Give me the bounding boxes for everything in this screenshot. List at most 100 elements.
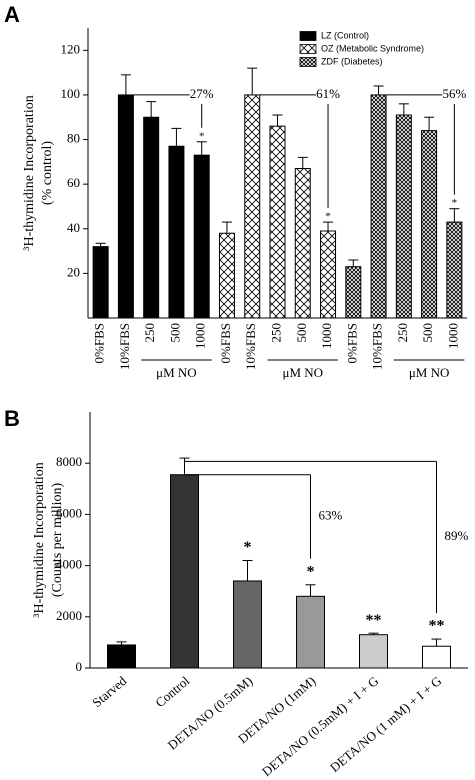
y-tick-label: 0	[76, 659, 83, 674]
error-bar	[305, 584, 316, 597]
bar	[422, 645, 451, 669]
change-label: 89%	[445, 528, 469, 543]
bar	[92, 246, 109, 319]
y-tick-label: 80	[67, 131, 80, 146]
legend-swatch	[299, 31, 317, 41]
x-tick-label: 500	[420, 323, 435, 343]
bar	[294, 168, 311, 319]
x-tick-label: 500	[167, 323, 182, 343]
x-tick-label: DETA/NO (0.5mM) + I + G	[259, 673, 381, 779]
x-tick-label: 0%FBS	[218, 323, 233, 363]
bar	[143, 116, 160, 319]
x-tick-label: 250	[395, 323, 410, 343]
error-bar	[348, 259, 359, 267]
significance-marker: **	[429, 618, 445, 635]
y-tick-label: 8000	[56, 454, 82, 469]
bar	[218, 232, 235, 319]
x-tick-label: 1000	[445, 323, 460, 349]
bar	[193, 154, 210, 319]
legend-label: OZ (Metabolic Syndrome)	[321, 43, 424, 53]
y-tick-label: 4000	[56, 557, 82, 572]
change-label: 61%	[316, 86, 340, 101]
y-tick-label: 100	[61, 86, 81, 101]
bar	[107, 644, 136, 669]
bar	[117, 94, 134, 319]
legend-label: LZ (Control)	[321, 30, 369, 40]
error-bar	[272, 114, 283, 127]
y-tick-label: 60	[67, 175, 80, 190]
error-bar	[242, 559, 253, 581]
error-bar	[368, 632, 379, 635]
significance-marker: **	[366, 612, 382, 629]
bar	[446, 221, 463, 319]
error-bar	[297, 156, 308, 169]
x-tick-label: 500	[294, 323, 309, 343]
error-bar	[120, 74, 131, 95]
x-tick-label: 10%FBS	[243, 323, 258, 370]
x-tick-label: DETA/NO (1 mM) + I + G	[327, 673, 444, 775]
significance-marker: *	[244, 539, 252, 556]
error-bar	[431, 638, 442, 647]
x-tick-label: 10%FBS	[117, 323, 132, 370]
bar	[168, 145, 185, 319]
error-bar	[179, 457, 190, 475]
x-tick-label: 0%FBS	[92, 323, 107, 363]
y-tick-label: 2000	[56, 608, 82, 623]
group-label: μM NO	[156, 365, 197, 380]
change-label: 27%	[190, 86, 214, 101]
bar	[370, 94, 387, 319]
legend-swatch	[299, 57, 317, 67]
error-bar	[95, 242, 106, 247]
x-tick-label: 1000	[319, 323, 334, 349]
legend-label: ZDF (Diabetes)	[321, 56, 383, 66]
x-tick-label: Control	[152, 673, 192, 710]
bar	[345, 266, 362, 319]
error-bar	[221, 221, 232, 234]
y-tick-label: 120	[61, 41, 81, 56]
x-tick-label: 10%FBS	[370, 323, 385, 370]
y-tick-label: 6000	[56, 505, 82, 520]
y-tick-label: 20	[67, 264, 80, 279]
significance-marker: *	[452, 197, 458, 209]
error-bar	[196, 141, 207, 156]
x-tick-label: 0%FBS	[344, 323, 359, 363]
y-axis-label: (Counts per million)	[50, 483, 65, 598]
y-axis-label: ³H-thymidine Incorporation	[32, 462, 47, 617]
x-tick-label: 250	[142, 323, 157, 343]
error-bar	[116, 641, 127, 645]
y-axis-label: (% control)	[40, 141, 55, 205]
error-bar	[398, 103, 409, 115]
bar	[359, 634, 388, 669]
bar	[320, 230, 337, 319]
bar	[170, 474, 199, 669]
error-bar	[247, 67, 258, 95]
error-bar	[373, 85, 384, 95]
x-tick-label: Starved	[89, 673, 129, 710]
error-bar	[449, 208, 460, 223]
bar	[269, 125, 286, 319]
group-label: μM NO	[282, 365, 323, 380]
significance-marker: *	[199, 130, 205, 142]
legend-swatch	[299, 44, 317, 54]
panel-label: B	[4, 406, 20, 431]
group-label: μM NO	[409, 365, 450, 380]
error-bar	[146, 101, 157, 118]
error-bar	[323, 221, 334, 231]
y-tick-label: 40	[67, 220, 80, 235]
x-tick-label: 1000	[193, 323, 208, 349]
change-label: 63%	[319, 508, 343, 523]
bar	[421, 130, 438, 319]
y-axis-label: ³H-thymidine Incorporation	[22, 95, 37, 250]
error-bar	[171, 127, 182, 147]
error-bar	[424, 116, 435, 131]
significance-marker: *	[307, 563, 315, 580]
x-tick-label: 250	[268, 323, 283, 343]
panel-label: A	[4, 2, 20, 27]
bar	[296, 595, 325, 669]
change-label: 56%	[442, 86, 466, 101]
bar	[233, 580, 262, 669]
bar	[244, 94, 261, 319]
significance-marker: *	[325, 211, 331, 223]
bar	[395, 114, 412, 319]
